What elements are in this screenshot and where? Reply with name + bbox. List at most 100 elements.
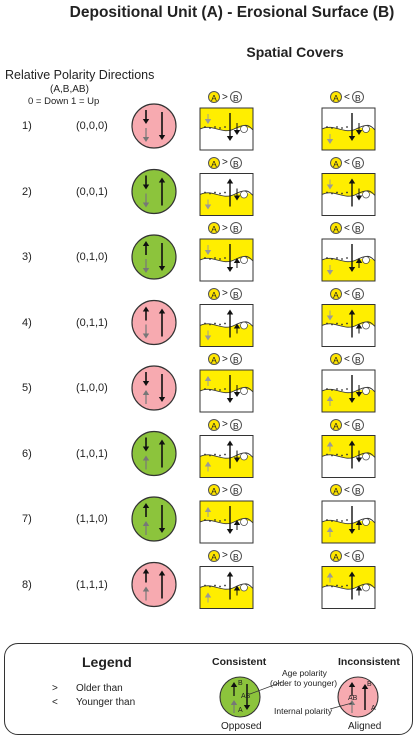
cover-header-left: A > B: [208, 222, 242, 234]
cover-b-marker: [362, 518, 370, 526]
chip-a: A: [330, 287, 342, 300]
arrow-b: [142, 372, 150, 386]
cover-arrow-b: [233, 188, 241, 201]
cover-b-marker: [362, 256, 370, 264]
cover-arrow-ab: [348, 309, 356, 338]
legend-arrow-a: [230, 700, 238, 713]
chip-a: A: [208, 287, 220, 300]
cover-arrow-a: [326, 572, 334, 583]
cover-arrow-ab: [226, 375, 234, 403]
cover-arrow-a: [326, 179, 334, 190]
chip-a: A: [330, 418, 342, 431]
spatial-cover-right: [321, 173, 376, 216]
cover-arrow-ab: [226, 113, 234, 141]
cover-arrow-b: [233, 385, 241, 397]
chip-b: B: [351, 418, 364, 431]
cover-operator: >: [222, 157, 228, 168]
legend-internal-polarity: Internal polarity: [274, 706, 333, 716]
row-number: 1): [22, 120, 32, 132]
legend-box: [4, 643, 413, 735]
cover-b-marker: [362, 583, 370, 592]
cover-header-right: A < B: [330, 287, 364, 300]
row-tuple: (1,1,1): [76, 578, 108, 591]
chip-a: A: [208, 222, 220, 234]
chip-b: B: [351, 156, 364, 169]
row-number: 8): [22, 578, 32, 591]
legend-older-symbol: >: [52, 683, 58, 694]
chip-b: B: [229, 418, 242, 431]
cover-header-right: A < B: [330, 222, 364, 234]
cover-arrow-ab: [348, 244, 356, 272]
chip-b: B: [229, 156, 242, 169]
legend-age-polarity: Age polarity: [282, 668, 327, 678]
legend-consistent-label: Consistent: [212, 656, 267, 668]
cover-arrow-b: [355, 258, 363, 268]
cover-arrow-ab: [226, 244, 234, 272]
cover-operator: >: [222, 353, 228, 365]
spatial-cover-left: [199, 435, 254, 478]
chip-b: B: [229, 353, 242, 365]
cover-arrow-a: [326, 134, 334, 144]
cover-arrow-b: [355, 585, 363, 596]
arrow-ab: [158, 308, 166, 337]
legend-title: Legend: [82, 654, 132, 670]
row-number: 7): [22, 513, 32, 525]
spatial-covers-heading: Spatial Covers: [246, 44, 344, 60]
arrow-a: [142, 193, 150, 208]
legend-aligned: Aligned: [348, 721, 382, 732]
row-tuple: (0,0,0): [76, 120, 108, 132]
cover-arrow-ab: [226, 571, 234, 600]
polarity-code: 0 = Down 1 = Up: [28, 96, 100, 107]
legend-opposed: Opposed: [221, 721, 262, 732]
cover-arrow-ab: [348, 178, 356, 207]
arrow-a: [142, 586, 150, 601]
cover-arrow-ab: [348, 506, 356, 534]
arrow-b: [142, 568, 150, 583]
cover-header-right: A < B: [330, 484, 364, 496]
cover-arrow-a: [326, 527, 334, 537]
cover-operator: <: [344, 353, 350, 365]
cover-arrow-b: [355, 450, 363, 463]
cover-operator: >: [222, 91, 228, 103]
cover-arrow-b: [355, 520, 363, 530]
row-tuple: (1,0,0): [76, 382, 108, 394]
tuple-label: (A,B,AB): [50, 84, 89, 95]
row-number: 6): [22, 447, 32, 460]
polarity-circle: [131, 365, 177, 411]
chip-a: A: [208, 91, 220, 103]
row-tuple: (0,1,1): [76, 316, 108, 329]
internal-polarity-pointer: [329, 702, 353, 710]
cover-arrow-ab: [348, 375, 356, 403]
cover-arrow-a: [204, 461, 212, 472]
cover-header-right: A < B: [330, 91, 364, 103]
arrow-a: [142, 259, 150, 273]
chip-a: A: [208, 353, 220, 365]
arrow-a: [142, 128, 150, 142]
legend-label-ab: AB: [241, 693, 251, 700]
arrow-ab: [158, 177, 166, 206]
cover-b-marker: [240, 452, 248, 461]
legend-label-b-right: B: [367, 681, 372, 688]
cover-operator: >: [222, 484, 228, 496]
cover-b-marker: [240, 190, 248, 199]
legend-older-text: Older than: [76, 683, 123, 694]
arrow-ab: [158, 505, 166, 533]
chip-a: A: [330, 91, 342, 103]
spatial-cover-left: [199, 369, 254, 413]
cover-operator: >: [222, 550, 228, 561]
cover-arrow-a: [204, 507, 212, 517]
cover-operator: <: [344, 550, 350, 561]
cover-header-right: A < B: [330, 418, 364, 431]
legend-label-ab-right: AB: [348, 695, 358, 702]
chip-b: B: [351, 353, 364, 365]
cover-operator: >: [222, 419, 228, 430]
cover-arrow-b: [355, 123, 363, 135]
cover-arrow-ab: [226, 309, 234, 338]
chip-b: B: [229, 549, 242, 562]
cover-b-marker: [240, 321, 248, 330]
chip-a: A: [208, 484, 220, 496]
cover-header-right: A < B: [330, 549, 364, 562]
spatial-cover-left: [199, 500, 254, 544]
spatial-cover-right: [321, 500, 376, 544]
cover-b-marker: [240, 256, 248, 264]
